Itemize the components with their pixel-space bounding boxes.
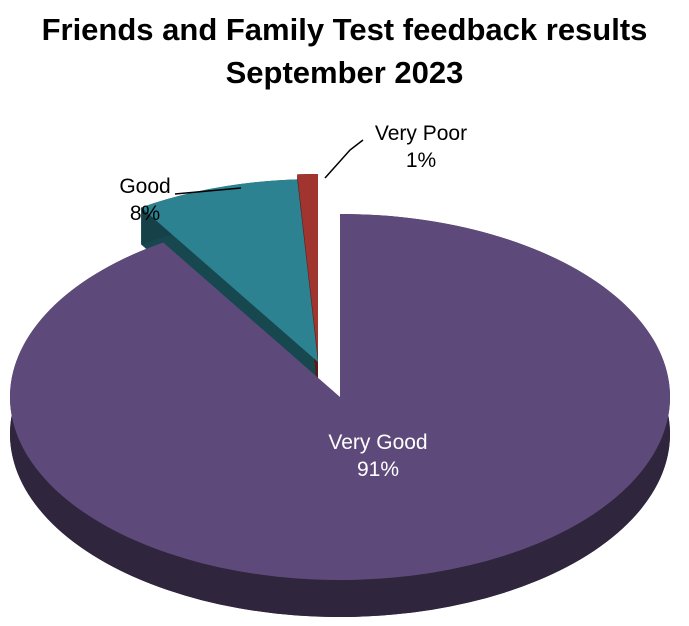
- leader-line-very-poor: [324, 139, 364, 179]
- slice-very-poor: [297, 174, 318, 357]
- slice-good: [141, 179, 318, 362]
- pie-data-labels: Very Good 91% Good 8% Very Poor 1%: [119, 122, 467, 481]
- pie-leader-lines: [174, 139, 364, 195]
- data-label-good: Good 8%: [119, 175, 170, 225]
- chart-title-line-1: Friends and Family Test feedback results: [41, 12, 648, 47]
- leader-line-good: [174, 187, 242, 195]
- data-label-very-poor: Very Poor 1%: [375, 122, 467, 172]
- data-label-very-good: Very Good 91%: [328, 431, 427, 481]
- chart-title-line-2: September 2023: [225, 55, 464, 90]
- chart-title: Friends and Family Test feedback results…: [0, 8, 689, 94]
- slice-very-good: [9, 214, 671, 580]
- pie-slices: [9, 174, 671, 580]
